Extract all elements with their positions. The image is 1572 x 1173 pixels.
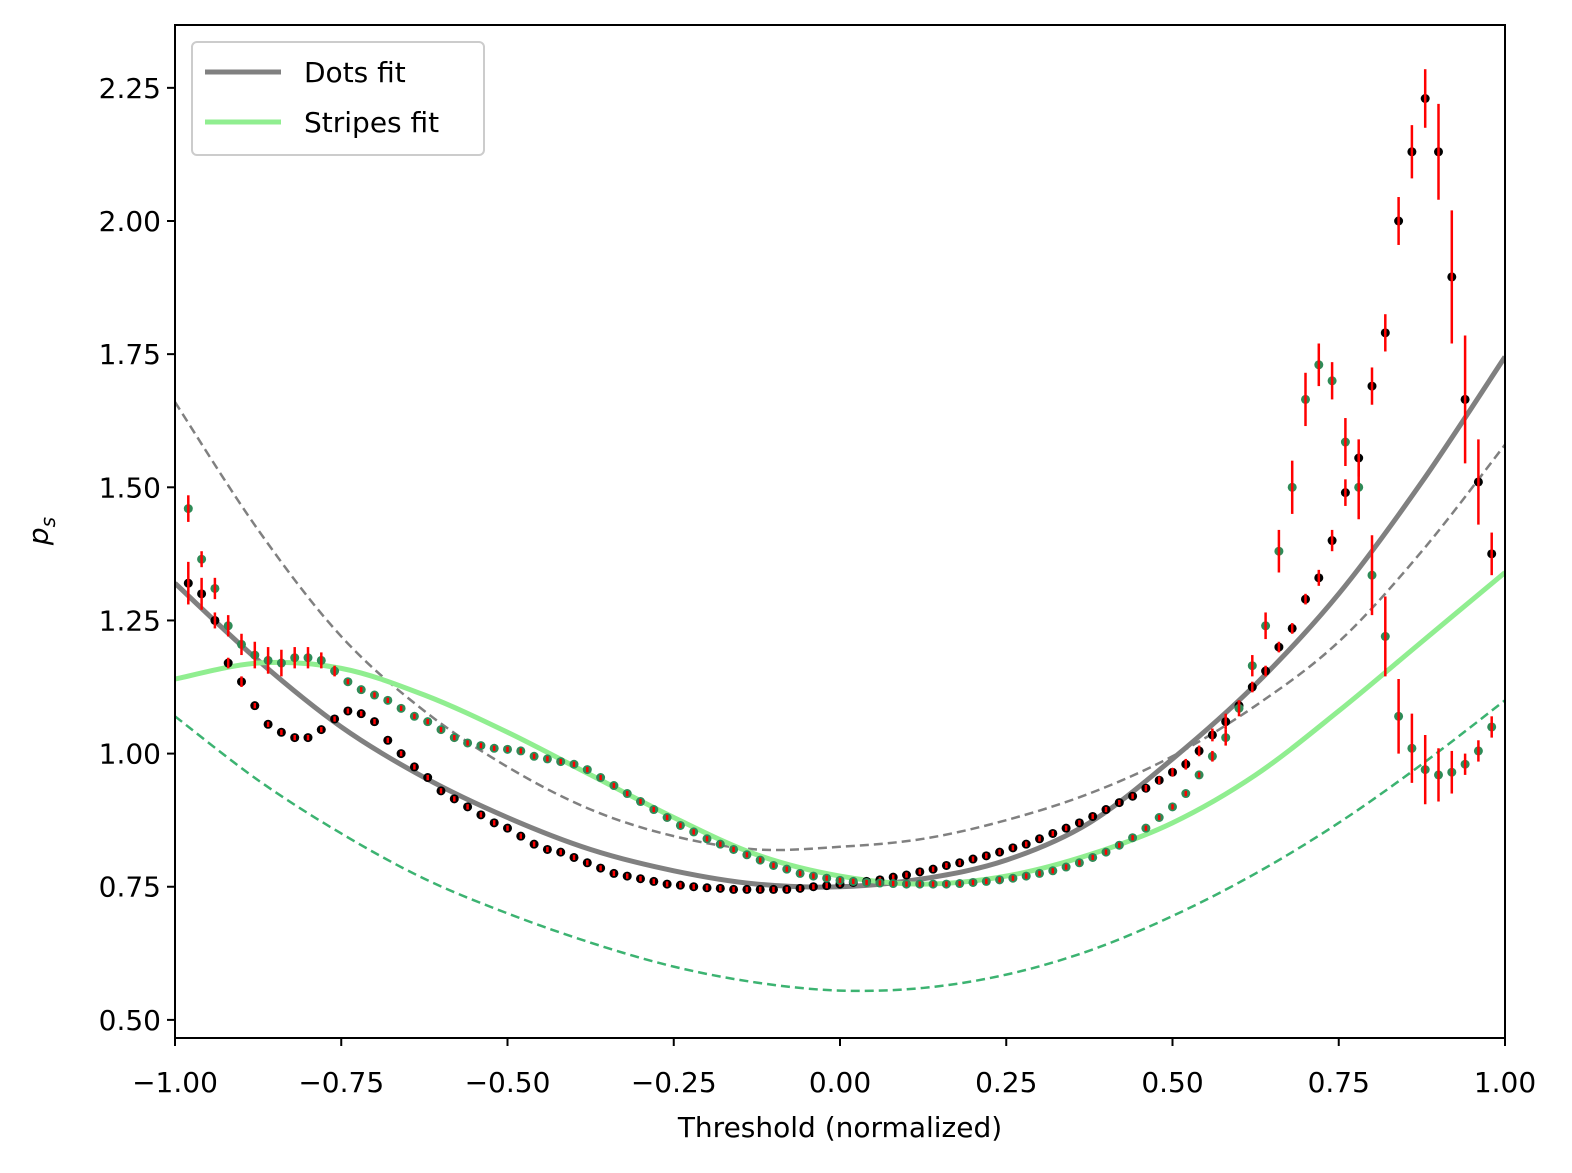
dashed-curve — [175, 401, 1505, 852]
y-label-sub: s — [36, 517, 60, 527]
x-axis-label: Threshold (normalized) — [677, 1111, 1002, 1144]
legend-label: Stripes fit — [304, 106, 439, 139]
x-tick-label: 0.50 — [1141, 1066, 1203, 1099]
x-tick-label: −0.75 — [298, 1066, 384, 1099]
y-tick-label: 1.75 — [99, 338, 161, 371]
x-tick-label: −0.25 — [631, 1066, 717, 1099]
x-tick-label: 1.00 — [1474, 1066, 1536, 1099]
dashed-curve — [175, 699, 1505, 993]
y-tick-label: 1.25 — [99, 604, 161, 637]
legend: Dots fit Stripes fit — [191, 41, 485, 156]
y-tick-label: 2.00 — [99, 205, 161, 238]
y-tick-label: 2.25 — [99, 72, 161, 105]
fit-line — [175, 355, 1505, 890]
x-tick-label: 0.00 — [809, 1066, 871, 1099]
x-tick-label: −1.00 — [132, 1066, 218, 1099]
x-tick-label: 0.25 — [975, 1066, 1037, 1099]
y-tick-label: 0.75 — [99, 871, 161, 904]
fit-line — [175, 570, 1505, 887]
legend-label: Dots fit — [304, 56, 406, 89]
y-tick-label: 0.50 — [99, 1004, 161, 1037]
y-axis-label: ps — [22, 517, 60, 546]
y-label-base: p — [22, 527, 55, 546]
axes: −1.00 −0.75 −0.50 −0.25 0.00 0.25 0.50 0.75 1.00… — [99, 72, 1537, 1099]
plot-area — [175, 69, 1505, 993]
y-tick-label: 1.50 — [99, 471, 161, 504]
x-tick-label: 0.75 — [1308, 1066, 1370, 1099]
x-tick-label: −0.50 — [465, 1066, 551, 1099]
y-tick-label: 1.00 — [99, 738, 161, 771]
